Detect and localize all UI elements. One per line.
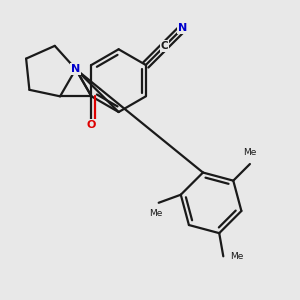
Text: Me: Me [149,209,162,218]
Text: O: O [87,120,96,130]
Text: C: C [161,41,169,51]
Text: N: N [71,64,80,74]
Text: Me: Me [230,252,243,261]
Text: N: N [178,23,187,33]
Text: Me: Me [243,148,256,157]
Text: N: N [71,64,80,74]
